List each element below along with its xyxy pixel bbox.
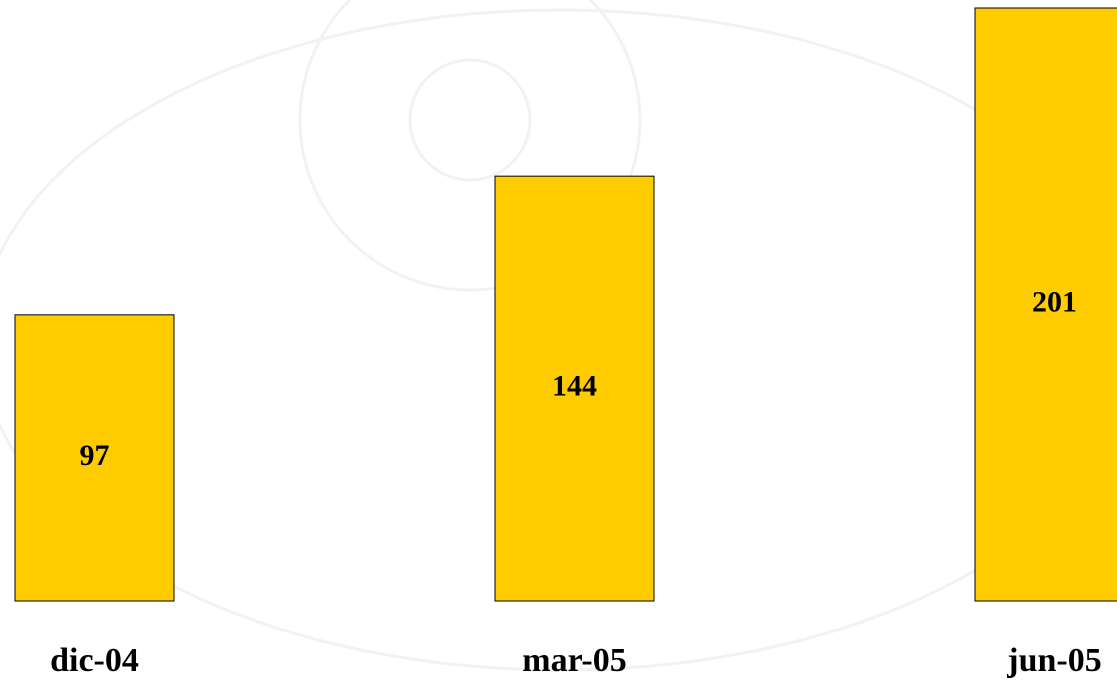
bar <box>494 175 655 602</box>
bar <box>974 7 1117 602</box>
value-label: 97 <box>80 439 110 472</box>
value-label: 201 <box>1032 285 1077 318</box>
x-tick-label: dic-04 <box>50 642 139 679</box>
value-label: 144 <box>552 369 597 402</box>
bar <box>14 314 175 602</box>
x-tick-label: mar-05 <box>522 642 626 679</box>
x-tick-label: jun-05 <box>1006 642 1101 679</box>
